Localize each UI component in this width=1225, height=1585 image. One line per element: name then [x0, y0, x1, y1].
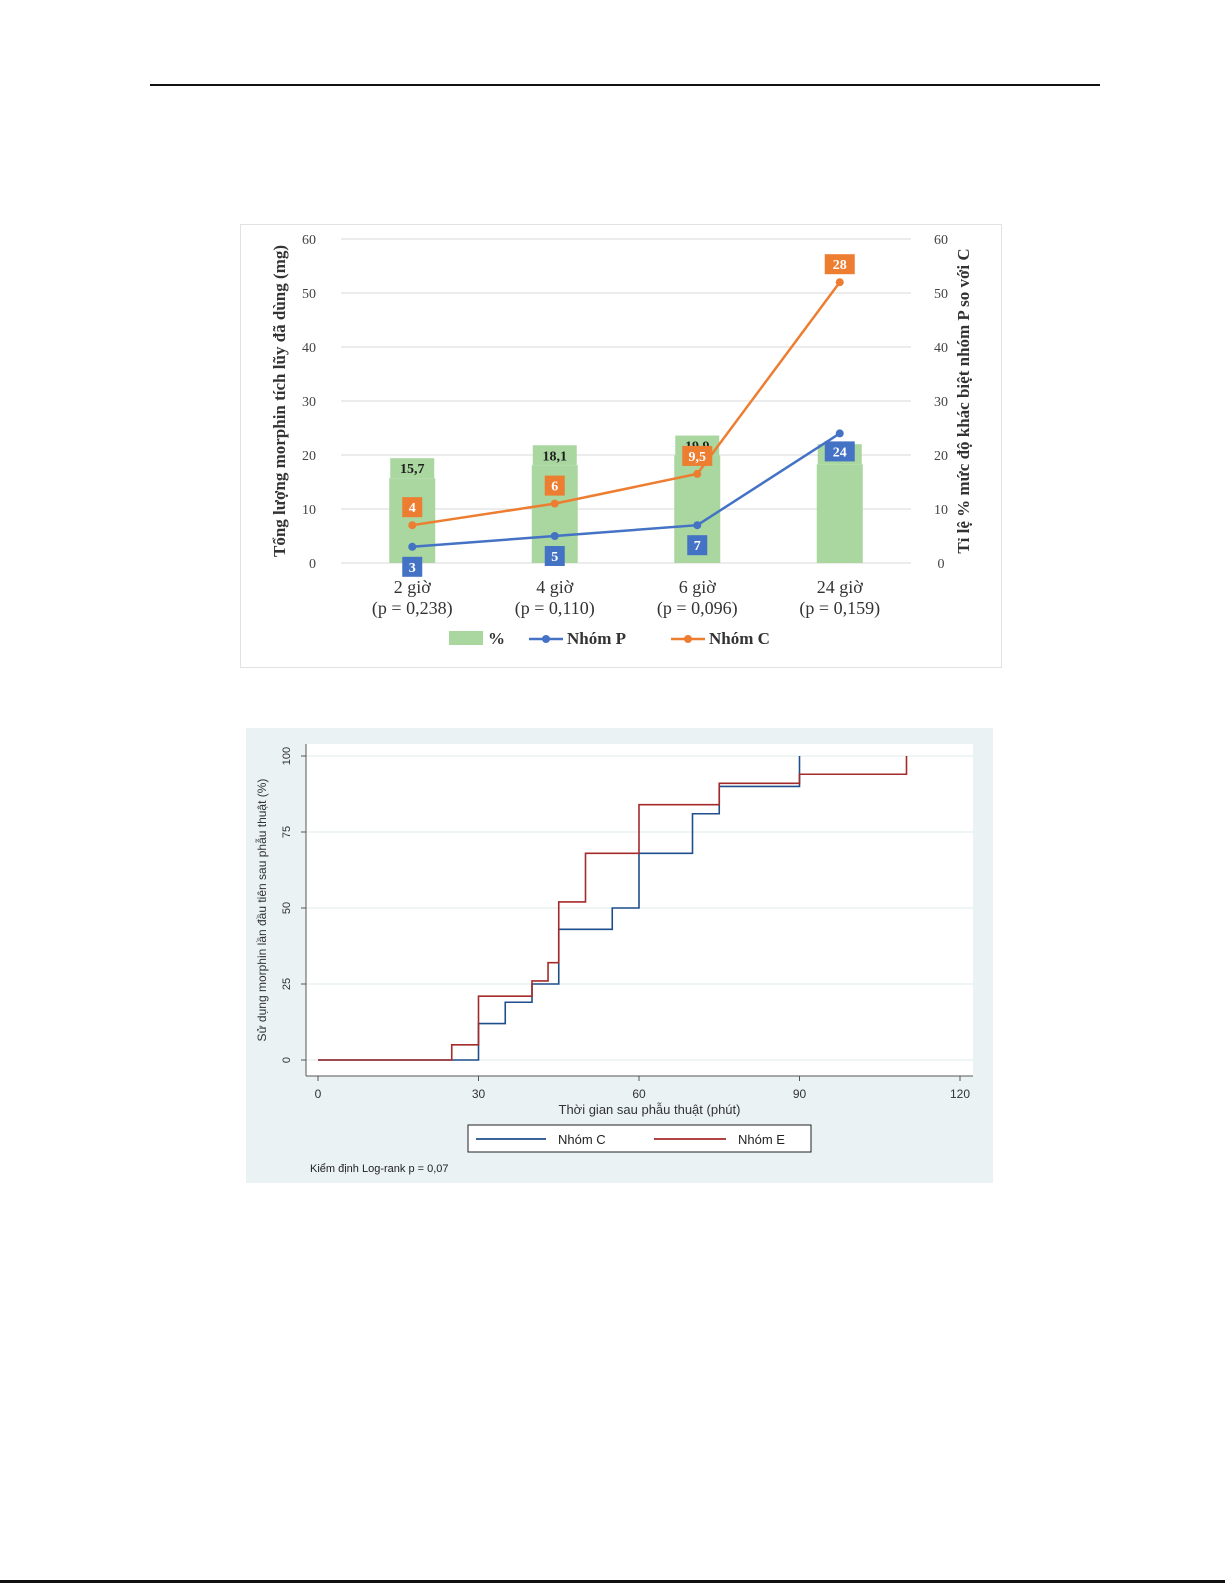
- point-label-box: [824, 254, 855, 275]
- left-tick-label: 60: [302, 233, 316, 248]
- plot-area: [306, 744, 973, 1076]
- point-label-box: [402, 497, 423, 518]
- y-axis-label-right: Tỉ lệ % mức độ khác biệt nhóm P so với C: [954, 248, 973, 553]
- right-tick-label: 20: [934, 449, 948, 464]
- legend-swatch-point: [684, 635, 692, 643]
- series-point: [408, 542, 417, 551]
- y-tick-label: 50: [281, 902, 293, 914]
- series-point: [408, 521, 417, 530]
- point-label-box: [824, 441, 855, 462]
- x-tick-label: 2 giờ: [394, 577, 432, 597]
- left-tick-label: 40: [302, 341, 316, 356]
- series-point: [550, 499, 559, 508]
- left-tick-label: 20: [302, 449, 316, 464]
- x-tick-label: 90: [793, 1087, 807, 1101]
- y-axis-label: Sử dụng morphin lần đầu tiên sau phẫu th…: [254, 779, 269, 1042]
- y-axis-label: Tổng lượng morphin tích lũy đã dùng (mg): [270, 245, 289, 557]
- x-tick-label: 0: [315, 1087, 322, 1101]
- point-label-box: [687, 535, 708, 556]
- right-tick-label: 50: [934, 287, 948, 302]
- legend-label: Nhóm P: [567, 629, 626, 648]
- bar-data-label: 15,7: [400, 462, 425, 477]
- left-tick-label: 50: [302, 287, 316, 302]
- left-tick-label: 30: [302, 395, 316, 410]
- right-tick-label: 0: [938, 557, 945, 572]
- series-point: [693, 521, 702, 530]
- series-point: [550, 532, 559, 540]
- morphine-chart-svg: 0010102020303040405050606015,718,119,918…: [270, 233, 973, 648]
- right-tick-label: 30: [934, 395, 948, 410]
- x-tick-label: 30: [472, 1087, 486, 1101]
- point-data-label: 6: [551, 480, 558, 495]
- point-label-box: [402, 556, 423, 577]
- point-data-label: 7: [694, 539, 701, 554]
- right-tick-label: 60: [934, 233, 948, 248]
- y-tick-label: 25: [281, 978, 293, 990]
- series-point: [693, 469, 702, 478]
- point-label-box: [544, 475, 565, 496]
- series-line: [412, 281, 841, 527]
- legend-swatch-bars: [449, 631, 483, 645]
- series-line: [412, 432, 841, 549]
- x-tick-label: 6 giờ: [679, 577, 717, 597]
- legend-label: Nhóm C: [558, 1132, 606, 1147]
- bar-label-box: [390, 458, 435, 479]
- x-tick-sublabel: (p = 0,110): [515, 598, 595, 619]
- x-tick-label: 60: [632, 1087, 646, 1101]
- morphine-bar-line-chart: 0010102020303040405050606015,718,119,918…: [240, 224, 1002, 668]
- series-point: [835, 278, 844, 287]
- x-axis-label: Thời gian sau phẫu thuật (phút): [559, 1102, 741, 1117]
- point-label-box: [544, 546, 565, 566]
- point-data-label: 5: [551, 550, 558, 565]
- y-tick-label: 100: [281, 747, 293, 765]
- x-tick-label: 4 giờ: [536, 577, 574, 597]
- point-label-box: [682, 445, 713, 466]
- kaplan-meier-chart: 0 25 50 75 100 0 30 60 90 120 Thời gian sau phẫu t…: [246, 728, 993, 1183]
- point-data-label: 24: [833, 445, 847, 460]
- right-tick-label: 10: [934, 503, 948, 518]
- legend-label: %: [488, 629, 505, 648]
- km-step-curve: [318, 756, 801, 1061]
- right-tick-label: 40: [934, 341, 948, 356]
- series-point: [835, 429, 844, 438]
- x-tick-sublabel: (p = 0,238): [372, 598, 453, 619]
- left-tick-label: 10: [302, 503, 316, 518]
- point-data-label: 4: [409, 501, 416, 516]
- x-tick-label: 24 giờ: [817, 577, 864, 597]
- legend-label: Nhóm C: [709, 629, 770, 648]
- x-tick-sublabel: (p = 0,096): [657, 598, 738, 619]
- km-step-curve: [318, 756, 908, 1061]
- point-data-label: 3: [409, 561, 416, 576]
- point-data-label: 28: [833, 258, 847, 273]
- bar: [816, 464, 863, 563]
- y-tick-label: 0: [281, 1057, 293, 1063]
- footnote: Kiểm định Log-rank p = 0,07: [310, 1163, 449, 1175]
- x-tick-sublabel: (p = 0,159): [799, 598, 880, 619]
- y-tick-label: 75: [281, 826, 293, 838]
- legend-label: Nhóm E: [738, 1132, 785, 1147]
- x-tick-label: 120: [950, 1087, 970, 1101]
- left-tick-label: 0: [309, 557, 316, 572]
- header-rule: [150, 84, 1100, 86]
- footer-rule: [0, 1580, 1225, 1583]
- bar-data-label: 18,1: [543, 449, 568, 464]
- point-data-label: 9,5: [689, 450, 707, 465]
- legend-swatch-point: [542, 635, 550, 643]
- bar-label-box: [532, 445, 577, 466]
- kaplan-meier-svg: 0 25 50 75 100 0 30 60 90 120 Thời gian sau phẫu t…: [254, 744, 973, 1175]
